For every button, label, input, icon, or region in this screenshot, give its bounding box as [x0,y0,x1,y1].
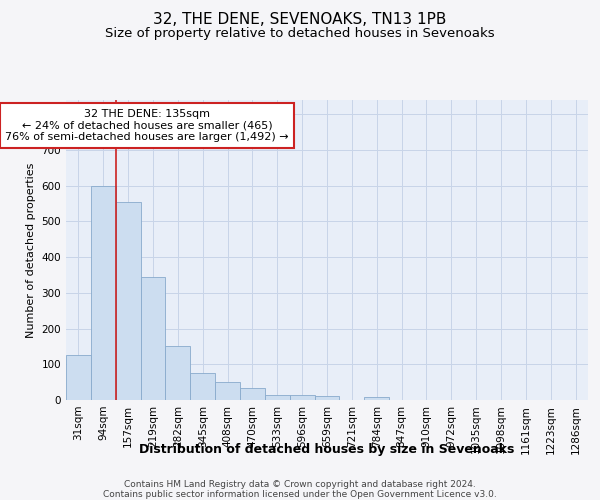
Bar [66,356,91,400]
Text: Contains HM Land Registry data © Crown copyright and database right 2024.: Contains HM Land Registry data © Crown c… [124,480,476,489]
Text: Size of property relative to detached houses in Sevenoaks: Size of property relative to detached ho… [105,28,495,40]
Bar [215,382,240,400]
Bar [140,277,166,400]
Bar [116,202,140,400]
Bar [190,373,215,400]
Bar [91,186,116,400]
Text: Distribution of detached houses by size in Sevenoaks: Distribution of detached houses by size … [139,442,515,456]
Text: 32, THE DENE, SEVENOAKS, TN13 1PB: 32, THE DENE, SEVENOAKS, TN13 1PB [154,12,446,28]
Bar [290,394,314,400]
Text: 32 THE DENE: 135sqm
← 24% of detached houses are smaller (465)
76% of semi-detac: 32 THE DENE: 135sqm ← 24% of detached ho… [5,109,289,142]
Y-axis label: Number of detached properties: Number of detached properties [26,162,36,338]
Text: Contains public sector information licensed under the Open Government Licence v3: Contains public sector information licen… [103,490,497,499]
Bar [166,346,190,400]
Bar [364,397,389,400]
Bar [314,396,340,400]
Bar [240,388,265,400]
Bar [265,394,290,400]
